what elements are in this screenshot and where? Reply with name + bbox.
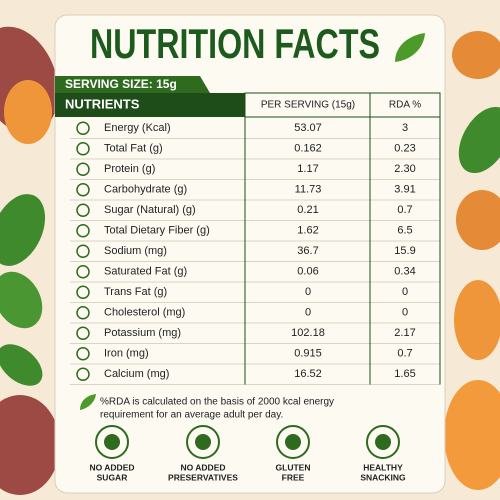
row-icon — [76, 142, 90, 156]
serving-tab — [55, 76, 210, 93]
per-serving-value: 1.62 — [297, 225, 318, 237]
rda-value: 0.34 — [394, 266, 415, 278]
card — [54, 14, 446, 494]
rda-value: 6.5 — [397, 225, 412, 237]
rda-value: 0.23 — [394, 143, 415, 155]
per-serving-value: 53.07 — [294, 122, 322, 134]
badge-label: SUGAR — [97, 472, 128, 482]
nutrient-name: Total Dietary Fiber (g) — [104, 225, 210, 237]
badge-label: NO ADDED — [89, 462, 134, 472]
nutrient-name: Sugar (Natural) (g) — [104, 204, 196, 216]
rda-value: 0.7 — [397, 348, 412, 360]
nutrient-name: Trans Fat (g) — [104, 286, 167, 298]
per-serving-value: 16.52 — [294, 368, 322, 380]
row-icon — [76, 347, 90, 361]
footnote: %RDA is calculated on the basis of 2000 … — [100, 397, 334, 421]
rda-value: 2.30 — [394, 163, 415, 175]
row-icon — [76, 183, 90, 197]
header-per-serving: PER SERVING (15g) — [261, 100, 355, 111]
row-icon — [76, 244, 90, 258]
badge-icon-inner — [285, 434, 301, 450]
nutrient-name: Saturated Fat (g) — [104, 266, 187, 278]
footnote-line: %RDA is calculated on the basis of 2000 … — [100, 397, 334, 408]
per-serving-value: 0 — [305, 286, 311, 298]
row-icon — [76, 367, 90, 381]
per-serving-value: 0.915 — [294, 348, 322, 360]
row-icon — [76, 326, 90, 340]
rda-value: 0 — [402, 286, 408, 298]
leaf-icon — [395, 33, 425, 62]
nutrient-name: Sodium (mg) — [104, 245, 167, 257]
table-body: Energy (Kcal) 53.07 3 Total Fat (g) 0.162 0.2… — [70, 93, 441, 385]
badge-label: SNACKING — [360, 472, 406, 482]
per-serving-value: 11.73 — [295, 184, 322, 196]
decoration — [0, 26, 500, 495]
row-icon — [76, 265, 90, 279]
table-header-right — [244, 92, 441, 118]
serving-size: SERVING SIZE: 15g — [65, 77, 177, 91]
badge-label: HEALTHY — [363, 462, 403, 472]
badge-label: PRESERVATIVES — [168, 472, 238, 482]
rda-value: 2.17 — [394, 327, 415, 339]
row-icon — [76, 285, 90, 299]
row-icon — [76, 162, 90, 176]
per-serving-value: 0.21 — [297, 204, 318, 216]
badge-icon-inner — [375, 434, 391, 450]
per-serving-value: 102.18 — [291, 327, 325, 339]
nutrient-name: Calcium (mg) — [104, 368, 169, 380]
nutrient-name: Potassium (mg) — [104, 327, 181, 339]
nutrient-name: Protein (g) — [104, 163, 155, 175]
title: NUTRITION FACTS — [90, 20, 380, 67]
nutrient-name: Iron (mg) — [104, 348, 149, 360]
per-serving-value: 0.06 — [297, 266, 318, 278]
per-serving-value: 0 — [305, 307, 311, 319]
per-serving-value: 1.17 — [297, 163, 318, 175]
rda-value: 0.7 — [397, 204, 412, 216]
rda-value: 15.9 — [394, 245, 415, 257]
nutrient-name: Cholesterol (mg) — [104, 307, 185, 319]
per-serving-value: 0.162 — [294, 143, 322, 155]
nutrient-name: Total Fat (g) — [104, 143, 163, 155]
row-icon — [76, 224, 90, 238]
nutrient-name: Energy (Kcal) — [104, 122, 171, 134]
badge-label: FREE — [282, 472, 305, 482]
rda-value: 3.91 — [394, 184, 415, 196]
badge-label: NO ADDED — [180, 462, 225, 472]
row-icon — [76, 306, 90, 320]
nutrient-name: Carbohydrate (g) — [104, 184, 187, 196]
per-serving-value: 36.7 — [297, 245, 318, 257]
row-icon — [76, 203, 90, 217]
footnote-line: requirement for an average adult per day… — [100, 410, 283, 421]
row-icon — [76, 121, 90, 135]
badge-icon-inner — [104, 434, 120, 450]
header-rda: RDA % — [389, 100, 421, 111]
header-nutrients: NUTRIENTS — [65, 96, 140, 111]
rda-value: 0 — [402, 307, 408, 319]
footnote-leaf — [80, 394, 96, 410]
badge-icon-inner — [195, 434, 211, 450]
rda-value: 3 — [402, 122, 408, 134]
rda-value: 1.65 — [394, 368, 415, 380]
badge-label: GLUTEN — [276, 462, 311, 472]
